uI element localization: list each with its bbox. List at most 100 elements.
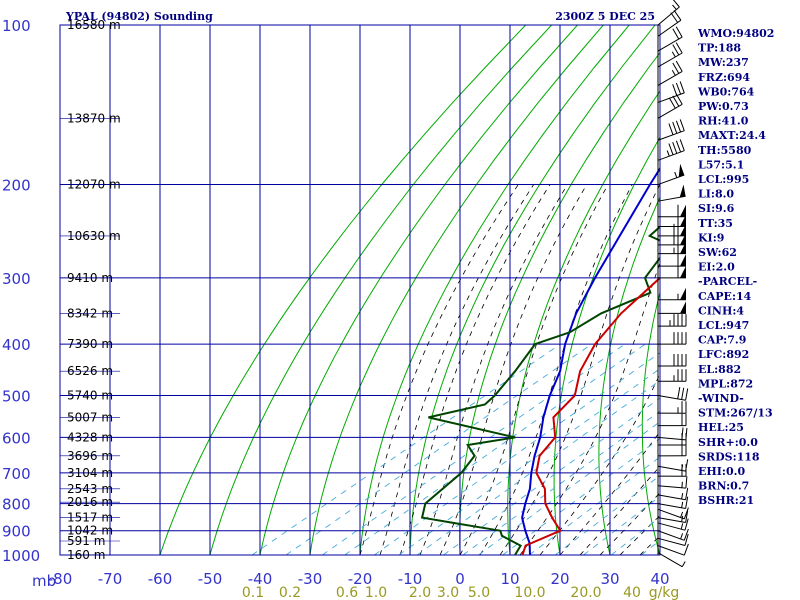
- sounding-index: EHI:0.0: [698, 465, 745, 478]
- sounding-index: WB0:764: [697, 85, 755, 98]
- moist-adiabat-line: [479, 184, 633, 555]
- temperature-tick-label: 40: [650, 570, 669, 588]
- wind-barb-pennant: [680, 265, 686, 278]
- wind-barb-flag: [668, 143, 674, 155]
- pressure-unit: mb: [32, 572, 56, 590]
- wind-barb-pennant: [680, 214, 686, 227]
- wind-barb-flag: [681, 427, 684, 440]
- wind-barb: [657, 369, 687, 382]
- dry-adiabat-line: [159, 25, 527, 555]
- mixing-ratio-line: [583, 495, 660, 555]
- wind-barb-flag: [675, 42, 683, 54]
- wind-barb: [657, 496, 689, 509]
- wind-barb-flag: [685, 459, 689, 472]
- wind-barb-pennant: [680, 204, 686, 217]
- wind-barb-halfflag: [681, 481, 683, 488]
- wind-barb-halfflag: [680, 533, 684, 540]
- sounding-index: SI:9.6: [698, 202, 735, 215]
- wind-barb-flag: [672, 95, 680, 107]
- wind-barb: [657, 81, 685, 103]
- wind-barb-flag: [668, 97, 676, 109]
- wind-barb-flag: [679, 119, 685, 131]
- height-label: 2016 m: [67, 495, 113, 509]
- wind-barb-halfflag: [672, 4, 677, 10]
- wind-barb-flag: [684, 533, 689, 546]
- wind-barb-flag: [675, 120, 682, 133]
- temperature-tick-label: -10: [398, 570, 423, 588]
- wind-barb-staff: [657, 130, 685, 141]
- wind-barb: [657, 507, 689, 520]
- wind-barb: [657, 476, 688, 489]
- wind-barb: [657, 354, 687, 367]
- moist-adiabat-line: [439, 184, 588, 555]
- wind-barbs: [657, 0, 689, 568]
- wind-barb-halfflag: [674, 171, 678, 178]
- sounding-index: HEL:25: [698, 421, 744, 434]
- sounding-index: BSHR:21: [698, 494, 754, 507]
- sounding-index: TH:5580: [698, 144, 752, 157]
- sounding-index: -PARCEL-: [698, 275, 757, 288]
- sounding-index: SW:62: [698, 246, 737, 259]
- height-label: 5740 m: [67, 388, 113, 402]
- height-label: 16580 m: [67, 18, 121, 32]
- sounding-index: KI:9: [698, 231, 724, 244]
- wind-barb-flag: [683, 543, 689, 556]
- wind-barb: [657, 265, 687, 279]
- mixing-ratio-line: [344, 343, 646, 555]
- wind-barb-staff: [657, 52, 683, 68]
- wind-barb: [657, 254, 687, 267]
- height-label: 160 m: [67, 548, 105, 562]
- wind-barb-staff: [657, 545, 685, 556]
- wind-barb-staff: [657, 494, 686, 501]
- wind-barb-halfflag: [681, 493, 684, 500]
- wind-barb: [657, 287, 687, 301]
- dewpoint-trace: [420, 225, 660, 555]
- wind-barb: [657, 401, 687, 414]
- wind-barb: [657, 510, 689, 523]
- pressure-label: 1000: [2, 547, 40, 565]
- temperature-tick-label: -40: [248, 570, 273, 588]
- mixing-ratio-line: [251, 343, 561, 555]
- sounding-index: MW:237: [698, 56, 749, 69]
- height-label: 13870 m: [67, 111, 121, 125]
- sounding-index: LI:8.0: [698, 188, 734, 201]
- height-label: 7390 m: [67, 337, 113, 351]
- wind-barb-flag: [685, 476, 688, 489]
- wind-barb-pennant: [680, 301, 686, 314]
- temperature-tick-label: -70: [98, 570, 123, 588]
- wind-barb-halfflag: [671, 51, 676, 58]
- wind-barb-flag: [679, 139, 685, 151]
- sounding-index: WMO:94802: [697, 27, 774, 40]
- sounding-index: LCL:947: [698, 319, 749, 332]
- moist-adiabat-line: [459, 184, 609, 555]
- wind-barb: [657, 163, 685, 186]
- temperature-tick-label: -50: [198, 570, 223, 588]
- mixing-ratio-label: 0.2: [279, 585, 301, 600]
- wind-barb-flag: [672, 121, 678, 134]
- height-label: 3104 m: [67, 466, 113, 480]
- wind-barb-halfflag: [680, 523, 684, 530]
- wind-barb-flag: [672, 142, 678, 154]
- temperature-tick-label: -60: [148, 570, 173, 588]
- mixing-ratio-label: 5.0: [468, 585, 490, 600]
- wind-barb: [657, 543, 689, 556]
- moist-adiabat-line: [539, 372, 660, 555]
- wind-barb: [657, 332, 687, 345]
- wind-barb-flag: [672, 28, 680, 40]
- mixing-ratio-line: [443, 397, 660, 555]
- temperature-tick-label: 10: [500, 570, 519, 588]
- wind-barb-staff: [657, 70, 683, 86]
- sounding-index: STM:267/13: [698, 407, 773, 420]
- dry-adiabat-line: [765, 25, 800, 555]
- sounding-index: -WIND-: [698, 392, 744, 405]
- temperature-tick-label: 20: [550, 570, 569, 588]
- wind-barb-staff: [657, 19, 682, 37]
- wind-barb-flag: [677, 387, 681, 399]
- wind-barb: [657, 60, 683, 86]
- wind-barb: [657, 528, 689, 541]
- wind-barb-staff: [657, 522, 686, 531]
- pressure-label: 500: [2, 387, 31, 405]
- mixing-ratio-label: 0.6: [336, 585, 358, 600]
- height-label: 1517 m: [67, 511, 113, 525]
